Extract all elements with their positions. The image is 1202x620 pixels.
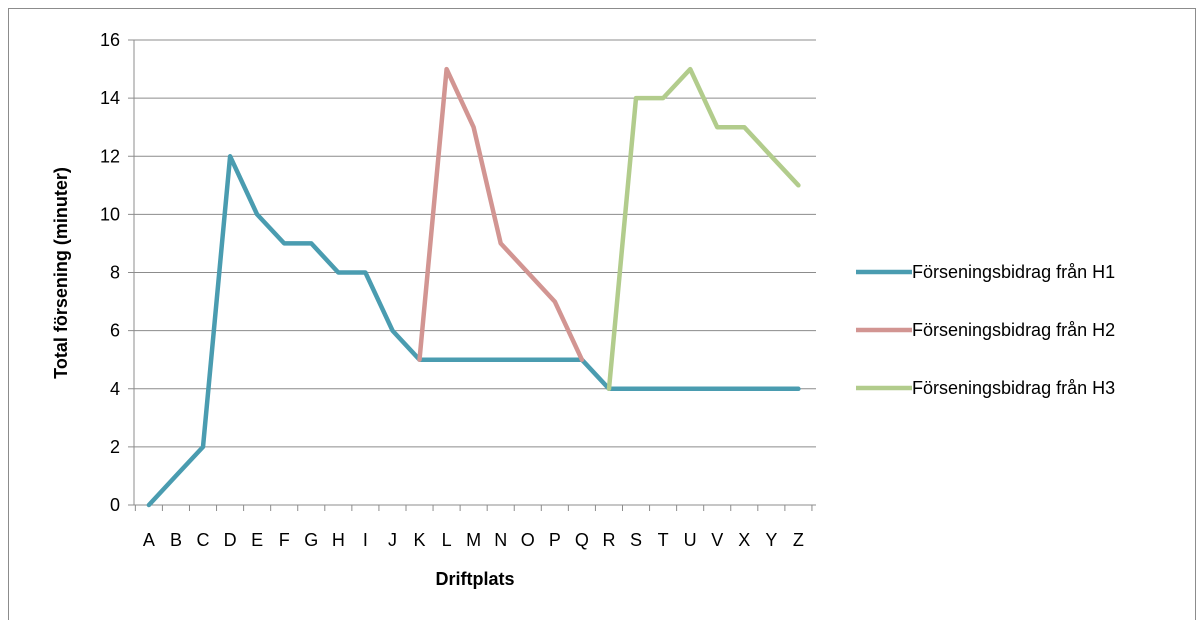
series-lines <box>146 66 801 508</box>
x-tick-label: J <box>388 530 397 550</box>
x-tick-label: V <box>711 530 723 550</box>
x-tick-label: T <box>658 530 669 550</box>
x-tick-label: O <box>521 530 535 550</box>
legend: Förseningsbidrag från H1 Förseningsbidrag… <box>856 262 1115 398</box>
series-line <box>146 154 801 508</box>
x-tick-label: C <box>197 530 210 550</box>
y-tick-label: 0 <box>110 495 120 515</box>
x-tick-label: N <box>494 530 507 550</box>
x-tick-label: S <box>630 530 642 550</box>
x-tick-label: M <box>466 530 481 550</box>
x-tick-label: R <box>602 530 615 550</box>
y-tick-label: 8 <box>110 263 120 283</box>
x-tick-label: Y <box>765 530 777 550</box>
gridlines <box>134 39 816 448</box>
axes: 0 2 4 6 8 10 12 14 16 A B C D E F G H I J K L M N O P Q R S T U V X Y Z <box>100 30 816 550</box>
x-tick-label: U <box>684 530 697 550</box>
x-axis-title: Driftplats <box>435 569 514 589</box>
y-tick-label: 12 <box>100 146 120 166</box>
x-tick-label: A <box>143 530 155 550</box>
y-tick-label: 14 <box>100 88 120 108</box>
x-tick-label: X <box>738 530 750 550</box>
legend-label: Förseningsbidrag från H3 <box>912 378 1115 398</box>
x-tick-label: Z <box>793 530 804 550</box>
y-tick-label: 6 <box>110 321 120 341</box>
series-line <box>417 66 585 362</box>
y-tick-label: 4 <box>110 379 120 399</box>
y-tick-label: 10 <box>100 204 120 224</box>
x-tick-label: G <box>304 530 318 550</box>
x-tick-label: Q <box>575 530 589 550</box>
y-axis-title: Total försening (minuter) <box>51 167 71 379</box>
x-tick-label: B <box>170 530 182 550</box>
x-tick-label: H <box>332 530 345 550</box>
x-tick-label: P <box>549 530 561 550</box>
series-line <box>606 66 801 392</box>
x-tick-label: D <box>224 530 237 550</box>
x-tick-label: E <box>251 530 263 550</box>
y-tick-label: 2 <box>110 437 120 457</box>
x-tick-label: F <box>279 530 290 550</box>
x-tick-label: L <box>442 530 452 550</box>
chart-frame <box>8 8 1196 620</box>
x-tick-label: I <box>363 530 368 550</box>
legend-label: Förseningsbidrag från H2 <box>912 320 1115 340</box>
legend-label: Förseningsbidrag från H1 <box>912 262 1115 282</box>
y-tick-label: 16 <box>100 30 120 50</box>
x-tick-label: K <box>414 530 426 550</box>
